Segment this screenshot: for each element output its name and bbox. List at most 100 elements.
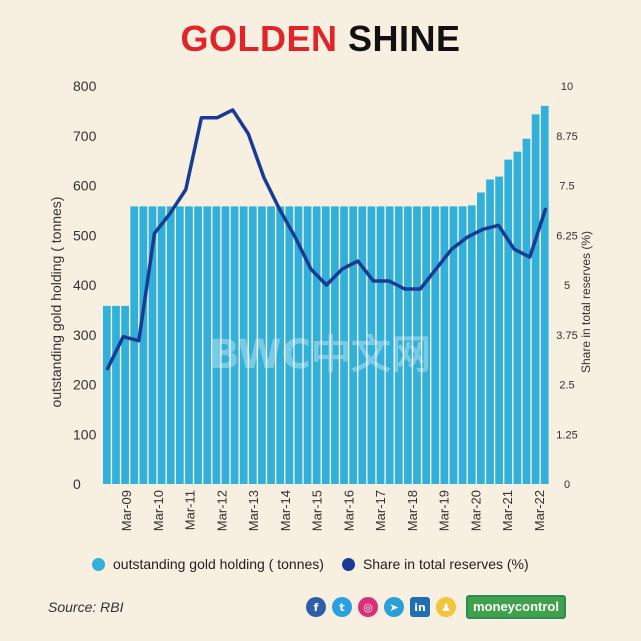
y-axis-left-label: outstanding gold holding ( tonnes) — [48, 197, 64, 408]
bar — [121, 305, 129, 484]
y-right-tick-label: 0 — [564, 479, 570, 491]
x-tick-label: Mar-16 — [341, 490, 356, 531]
bar — [285, 206, 294, 484]
y-axis-left: 0 100 200 300 400 500 600 700 800 — [73, 78, 97, 492]
x-axis: Mar-09 Mar-10 Mar-11 Mar-12 Mar-13 Mar-14 Mar-… — [119, 490, 547, 531]
linkedin-icon[interactable]: in — [410, 597, 430, 617]
bar — [367, 206, 376, 484]
bar — [404, 206, 412, 484]
legend: outstanding gold holding ( tonnes) Share… — [92, 556, 529, 572]
facebook-icon[interactable]: f — [306, 597, 326, 617]
x-tick-label: Mar-10 — [151, 490, 166, 531]
x-tick-label: Mar-19 — [437, 490, 452, 531]
bar — [139, 206, 148, 484]
bar — [166, 206, 175, 484]
legend-item-line: Share in total reserves (%) — [341, 556, 529, 572]
bar — [513, 151, 522, 485]
y-right-tick-label: 10 — [561, 81, 573, 93]
bar — [413, 206, 421, 484]
y-right-tick-label: 6.25 — [556, 230, 577, 242]
y-tick-label: 0 — [73, 476, 81, 492]
y-tick-label: 800 — [73, 78, 97, 94]
bar — [212, 206, 221, 484]
bar — [103, 305, 111, 484]
bar — [321, 206, 330, 484]
x-tick-label: Mar-17 — [373, 490, 388, 531]
bar — [440, 206, 449, 484]
bar — [376, 206, 385, 484]
source-note: Source: RBI — [48, 599, 124, 615]
moneycontrol-logo[interactable]: moneycontrol — [466, 595, 566, 619]
bar — [486, 179, 494, 484]
x-tick-label: Mar-12 — [214, 490, 229, 531]
bar — [522, 138, 531, 485]
y-tick-label: 300 — [73, 327, 97, 343]
legend-item-bars: outstanding gold holding ( tonnes) — [92, 556, 324, 572]
x-tick-label: Mar-15 — [310, 490, 325, 531]
y-tick-label: 400 — [73, 277, 97, 293]
bar — [112, 305, 120, 484]
telegram-icon[interactable]: ➤ — [384, 597, 404, 617]
y-axis-right: 0 1.25 2.5 3.75 5 6.25 7.5 8.75 10 — [556, 81, 577, 491]
bar — [431, 206, 440, 484]
line-group — [105, 108, 548, 371]
y-right-tick-label: 5 — [564, 280, 570, 292]
x-tick-label: Mar-11 — [183, 490, 198, 530]
legend-bar-label: outstanding gold holding ( tonnes) — [113, 556, 324, 572]
x-tick-label: Mar-22 — [532, 490, 547, 531]
bar — [385, 206, 394, 484]
bar — [221, 206, 230, 484]
bar — [340, 206, 348, 484]
bar — [267, 206, 275, 484]
bars-group — [103, 105, 549, 485]
bar — [422, 206, 431, 484]
x-tick-label: Mar-18 — [405, 490, 420, 531]
legend-line-label: Share in total reserves (%) — [362, 556, 529, 572]
title-part-red: GOLDEN — [180, 18, 338, 59]
bar — [130, 206, 139, 484]
x-tick-label: Mar-09 — [119, 490, 134, 531]
bar — [239, 206, 248, 484]
bar — [540, 105, 549, 485]
bar — [194, 206, 202, 484]
y-axis-right-label: Share in total reserves (%) — [579, 231, 593, 373]
y-right-tick-label: 3.75 — [556, 330, 577, 342]
bar — [203, 206, 212, 484]
x-tick-label: Mar-14 — [278, 490, 293, 531]
title-part-black: SHINE — [348, 18, 461, 59]
share-line — [105, 108, 548, 371]
bar — [531, 114, 540, 485]
twitter-icon[interactable]: t — [332, 597, 352, 617]
bar — [458, 206, 467, 484]
y-right-tick-label: 8.75 — [556, 131, 577, 143]
bar — [148, 206, 157, 484]
x-tick-label: Mar-13 — [246, 490, 261, 531]
chart-title: GOLDEN SHINE — [0, 18, 641, 60]
y-tick-label: 500 — [73, 227, 97, 243]
bar — [157, 206, 166, 484]
watermark: BWC中文网 — [209, 332, 431, 378]
bar — [477, 192, 485, 484]
bar — [495, 176, 503, 485]
bar — [358, 206, 367, 484]
koo-icon[interactable]: ♟ — [436, 597, 456, 617]
legend-bar-swatch — [92, 557, 105, 571]
bar — [303, 206, 312, 484]
bar — [258, 206, 266, 484]
bar — [312, 206, 321, 484]
y-tick-label: 100 — [73, 426, 97, 442]
bar — [294, 206, 303, 484]
bar — [349, 206, 358, 484]
social-bar: f t ◎ ➤ in ♟ moneycontrol — [306, 595, 566, 619]
y-right-tick-label: 2.5 — [559, 380, 574, 392]
instagram-icon[interactable]: ◎ — [358, 597, 378, 617]
y-right-tick-label: 1.25 — [556, 429, 577, 441]
bar — [467, 205, 476, 484]
y-tick-label: 600 — [73, 178, 97, 194]
y-right-tick-label: 7.5 — [559, 181, 574, 193]
y-tick-label: 200 — [73, 377, 97, 393]
bar — [175, 206, 184, 484]
bar — [230, 206, 239, 484]
bar — [248, 206, 257, 484]
